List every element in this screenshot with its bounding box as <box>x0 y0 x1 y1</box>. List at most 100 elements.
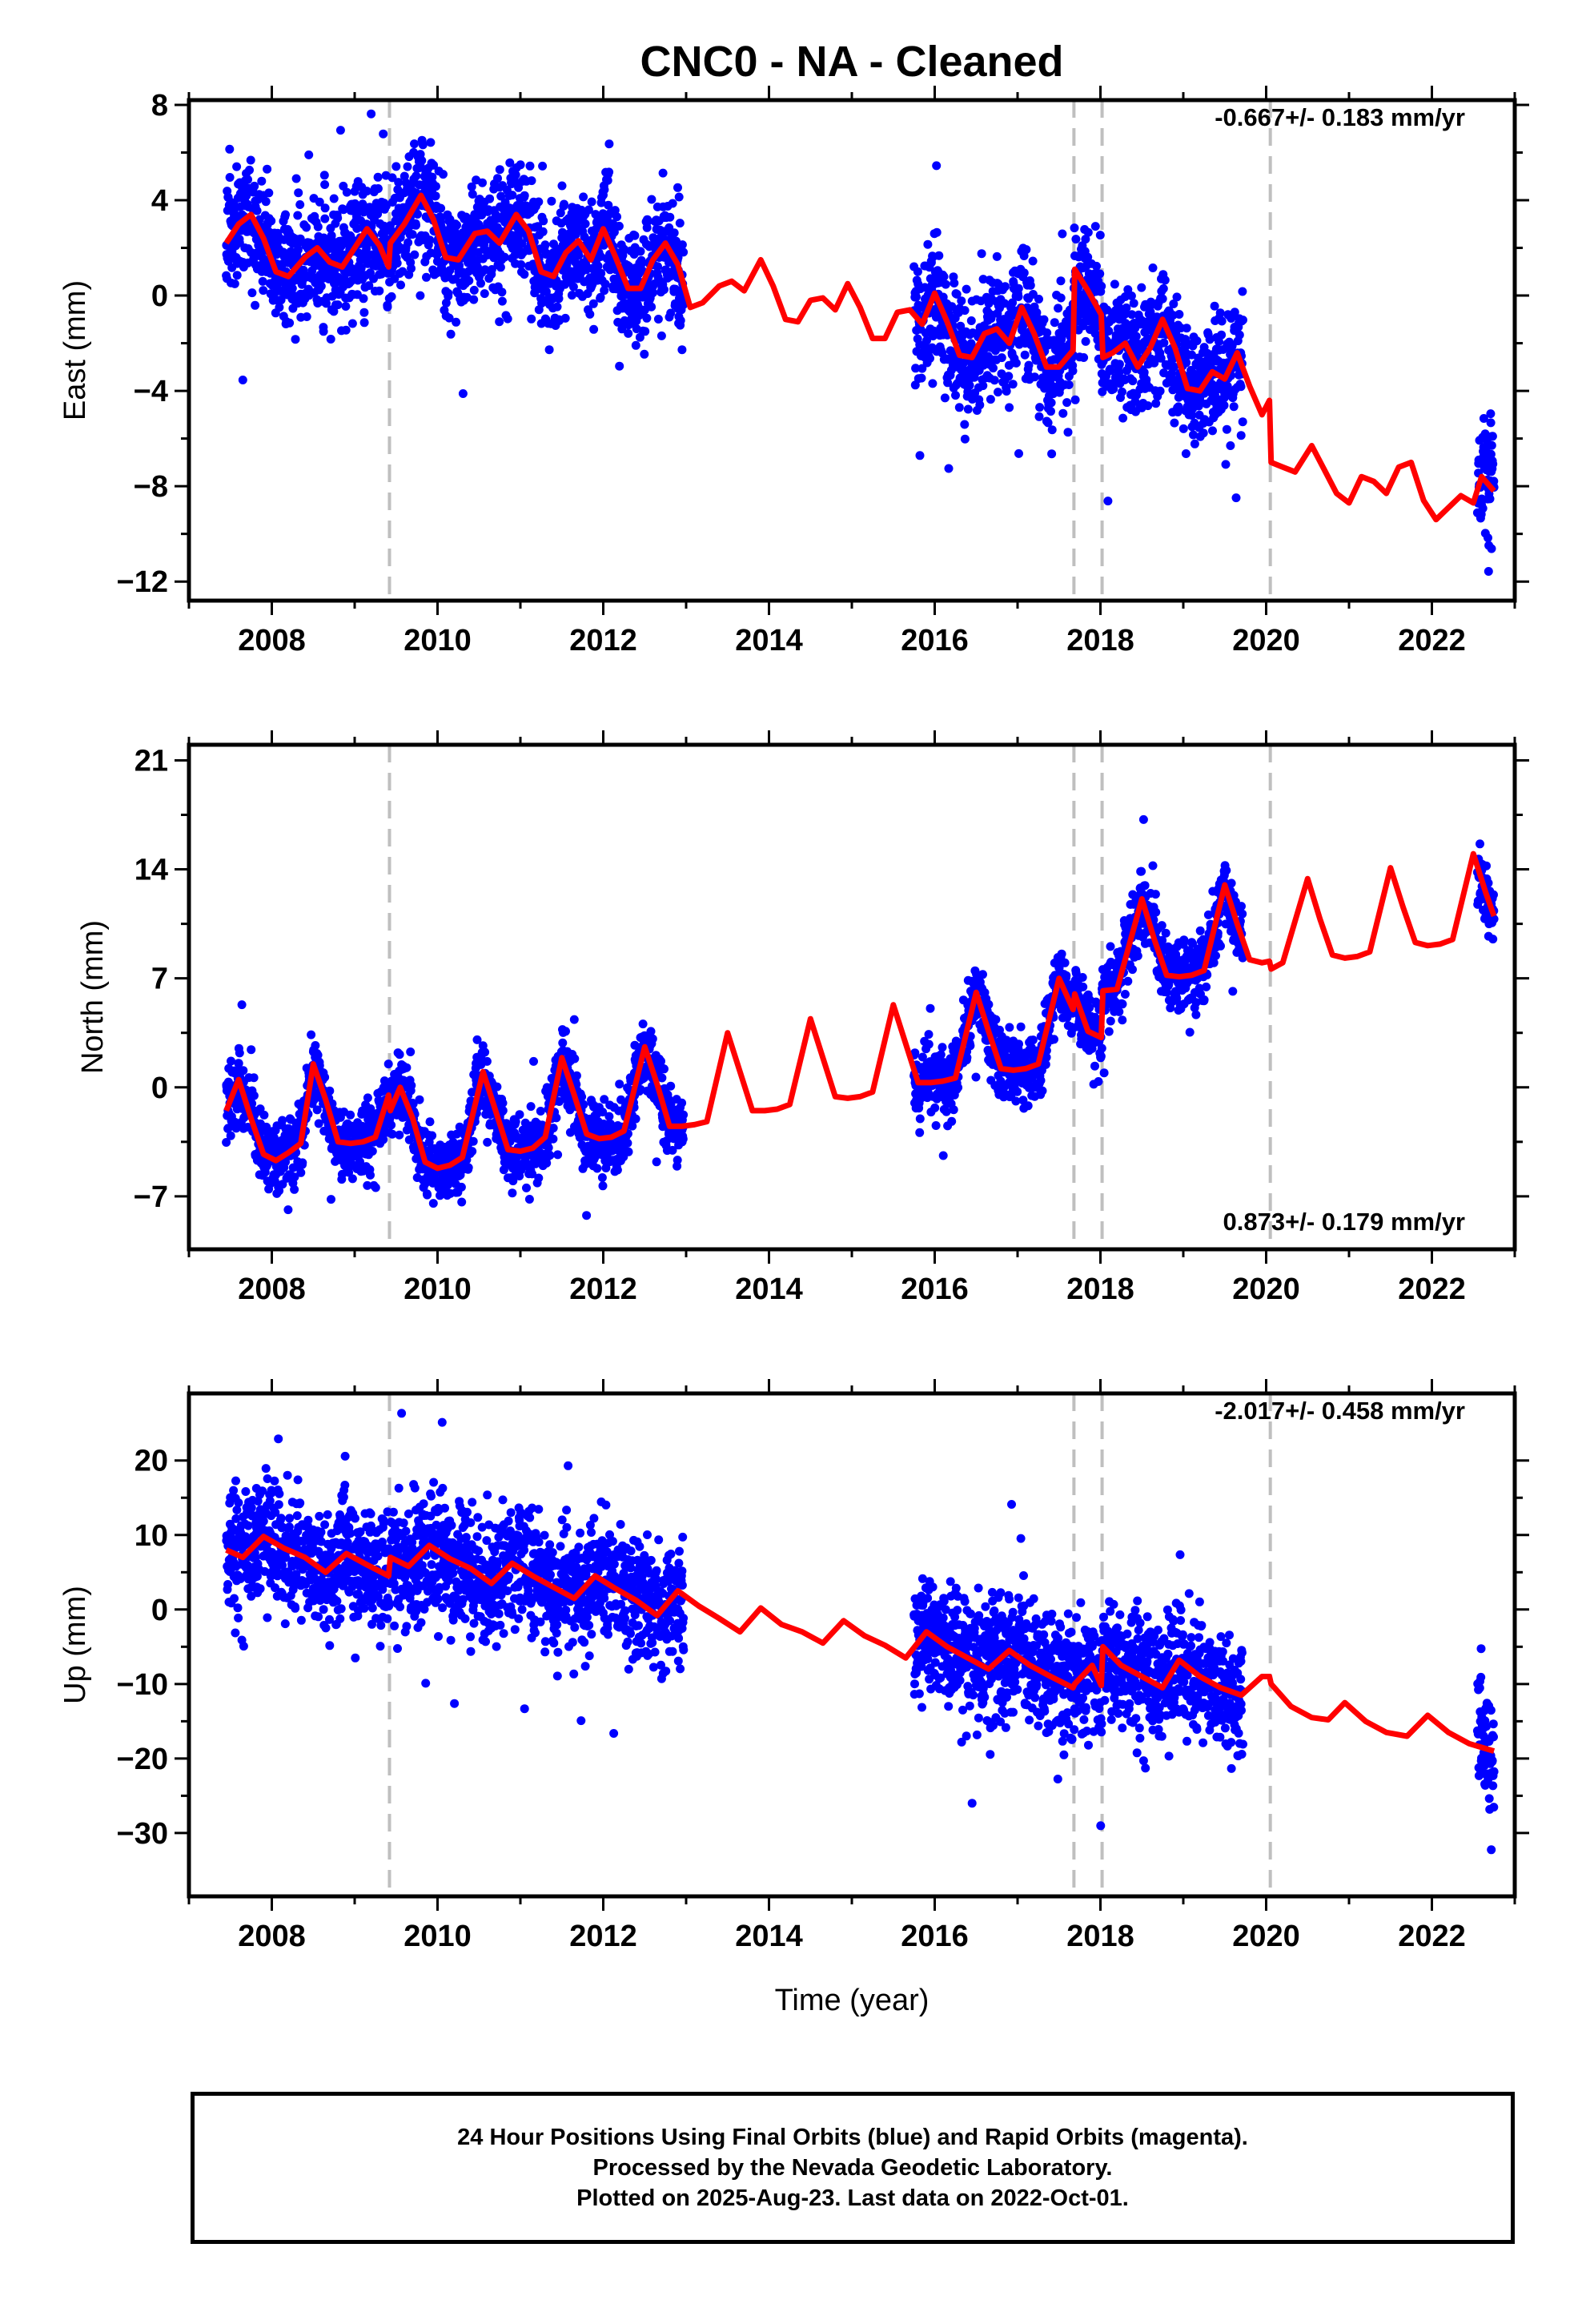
data-point <box>1104 326 1114 336</box>
data-point <box>1110 279 1119 289</box>
data-point <box>615 1080 624 1089</box>
data-point <box>911 364 921 373</box>
data-point <box>416 291 425 300</box>
data-point <box>379 1135 388 1144</box>
data-point <box>1056 276 1066 286</box>
data-point <box>584 205 593 215</box>
data-point <box>298 1158 307 1168</box>
data-point <box>556 208 565 218</box>
data-point <box>483 1137 492 1147</box>
data-point <box>1178 424 1188 433</box>
data-points <box>222 109 1499 576</box>
data-point <box>456 1182 466 1192</box>
data-point <box>628 1121 637 1131</box>
data-point <box>963 404 973 414</box>
data-point <box>547 196 556 206</box>
data-point <box>1230 308 1239 317</box>
data-point <box>660 1064 669 1074</box>
data-point <box>678 1134 688 1144</box>
x-tick-label: 2018 <box>1066 624 1134 657</box>
data-point <box>468 1136 478 1146</box>
data-point <box>1210 301 1219 311</box>
data-point <box>287 283 297 293</box>
data-point <box>668 1145 677 1155</box>
data-point <box>582 1211 592 1220</box>
data-point <box>1128 376 1138 386</box>
data-point <box>291 335 300 344</box>
data-point <box>408 1100 418 1108</box>
data-point <box>231 1124 241 1133</box>
data-point <box>1039 315 1049 324</box>
data-point <box>549 239 558 249</box>
data-point <box>1187 411 1197 420</box>
data-point <box>1097 281 1106 291</box>
data-point <box>1172 292 1182 302</box>
data-point <box>936 1050 946 1059</box>
data-point <box>320 214 330 223</box>
data-point <box>497 296 507 306</box>
data-point <box>1014 292 1023 301</box>
data-point <box>500 252 509 262</box>
data-point <box>653 315 663 324</box>
data-point <box>934 251 944 260</box>
data-point <box>1081 336 1090 346</box>
data-point <box>263 164 272 174</box>
data-point <box>1064 380 1074 389</box>
data-point <box>342 187 351 197</box>
data-point <box>677 1098 687 1108</box>
data-points <box>222 814 1499 1220</box>
data-point <box>467 182 476 191</box>
model-curve <box>223 192 1496 523</box>
data-point <box>413 210 422 219</box>
data-point <box>1170 362 1179 372</box>
data-point <box>391 162 401 171</box>
data-point <box>469 295 479 304</box>
data-point <box>469 285 479 295</box>
data-point <box>1063 428 1073 437</box>
data-point <box>1054 304 1063 313</box>
data-point <box>1156 353 1166 363</box>
data-point <box>669 228 679 238</box>
data-point <box>568 282 578 292</box>
data-point <box>1068 366 1078 376</box>
data-point <box>588 299 598 308</box>
data-point <box>554 294 564 304</box>
data-point <box>379 129 388 139</box>
data-point <box>1014 448 1023 458</box>
data-point <box>962 284 971 294</box>
data-point <box>418 140 428 150</box>
data-point <box>1236 431 1246 440</box>
data-point <box>325 1086 335 1096</box>
data-point <box>646 1027 656 1036</box>
data-point <box>1155 386 1165 396</box>
data-point <box>1238 287 1247 296</box>
data-point <box>965 380 974 390</box>
data-point <box>508 1188 517 1198</box>
data-point <box>373 184 383 193</box>
data-point <box>243 175 252 184</box>
data-point <box>516 160 525 170</box>
data-point <box>1129 299 1138 308</box>
data-point <box>600 185 609 195</box>
data-point <box>359 294 368 304</box>
data-point <box>1236 382 1246 392</box>
data-point <box>406 1047 416 1056</box>
data-point <box>592 1164 602 1173</box>
data-point <box>962 1053 972 1063</box>
data-point <box>404 238 413 247</box>
data-point <box>232 162 242 171</box>
data-point <box>931 1121 941 1130</box>
data-point <box>917 364 927 373</box>
data-point <box>1174 402 1183 412</box>
data-point <box>320 203 330 213</box>
data-point <box>285 318 295 328</box>
data-point <box>642 313 652 323</box>
data-point <box>480 289 489 299</box>
x-tick-label: 2010 <box>404 624 472 657</box>
data-point <box>1109 384 1118 394</box>
data-point <box>247 1045 256 1055</box>
data-point <box>978 381 988 391</box>
data-point <box>412 220 420 230</box>
data-point <box>1019 268 1029 278</box>
data-point <box>278 1116 287 1125</box>
